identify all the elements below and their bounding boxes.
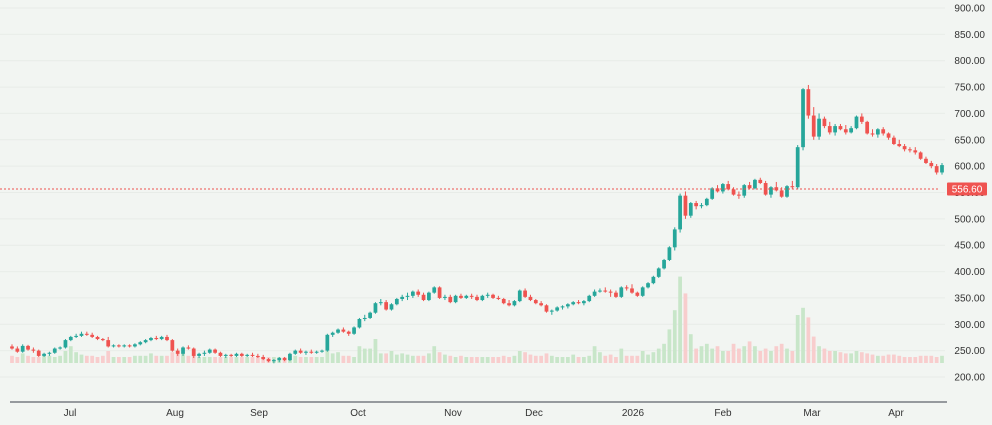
price-tick-label: 850.00 — [954, 30, 985, 41]
time-tick-label: Apr — [888, 408, 904, 419]
price-tick-label: 800.00 — [954, 56, 985, 67]
time-tick-label: Jul — [64, 408, 77, 419]
time-tick-label: Dec — [525, 408, 543, 419]
price-tick-label: 250.00 — [954, 346, 985, 357]
price-tick-label: 700.00 — [954, 109, 985, 120]
price-tick-label: 450.00 — [954, 241, 985, 252]
time-tick-label: Sep — [250, 408, 268, 419]
volume-bars — [10, 276, 944, 363]
price-candles — [10, 84, 944, 364]
time-tick-label: 2026 — [622, 408, 645, 419]
time-tick-label: Aug — [166, 408, 184, 419]
time-tick-label: Mar — [803, 408, 821, 419]
price-tick-label: 400.00 — [954, 267, 985, 278]
time-tick-label: Feb — [714, 408, 732, 419]
price-axis[interactable]: 900.00 850.00 800.00 750.00 700.00 650.00 600.… — [954, 4, 985, 384]
last-price-tag: 556.60 — [947, 182, 987, 196]
price-tick-label: 500.00 — [954, 214, 985, 225]
time-axis[interactable]: Jul Aug Sep Oct Nov Dec 2026 Feb Mar Apr — [64, 408, 905, 419]
price-tick-label: 350.00 — [954, 293, 985, 304]
time-tick-label: Nov — [444, 408, 462, 419]
last-price-value: 556.60 — [952, 185, 983, 196]
price-tick-label: 750.00 — [954, 83, 985, 94]
price-tick-label: 300.00 — [954, 320, 985, 331]
price-tick-label: 900.00 — [954, 4, 985, 15]
time-tick-label: Oct — [350, 408, 366, 419]
price-tick-label: 650.00 — [954, 135, 985, 146]
price-tick-label: 600.00 — [954, 162, 985, 173]
price-tick-label: 200.00 — [954, 373, 985, 384]
